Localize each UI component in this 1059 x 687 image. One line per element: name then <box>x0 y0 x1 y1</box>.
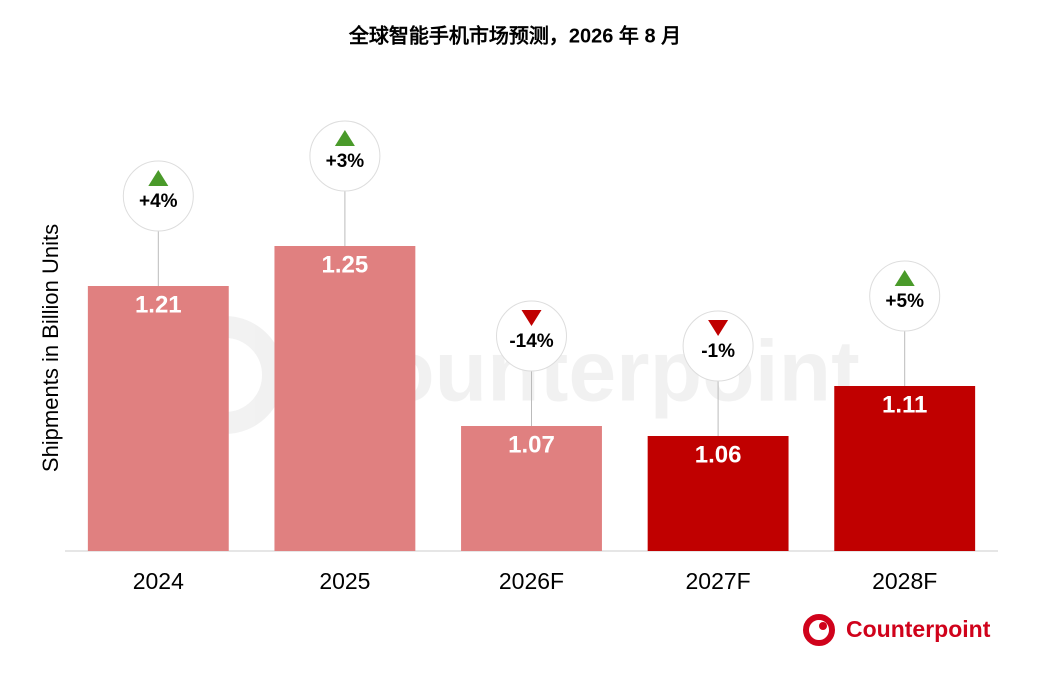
growth-label: -14% <box>509 331 553 352</box>
growth-bubble <box>309 120 381 192</box>
logo-text: Counterpoint <box>846 616 991 642</box>
x-tick-label: 2024 <box>133 568 184 594</box>
growth-label: +4% <box>139 191 178 212</box>
x-tick-label: 2027F <box>685 568 750 594</box>
data-label: 1.25 <box>322 251 369 278</box>
arrow-down <box>708 320 729 336</box>
growth-bubble <box>869 260 941 332</box>
growth-bubble <box>682 310 754 382</box>
logo-dot <box>819 622 827 630</box>
data-label: 1.06 <box>695 441 742 468</box>
growth-label: +5% <box>885 291 924 312</box>
bar <box>647 436 789 551</box>
data-label: 1.11 <box>882 391 927 418</box>
x-tick-label: 2028F <box>872 568 937 594</box>
logo-icon <box>803 614 835 646</box>
data-label: 1.07 <box>508 431 555 458</box>
growth-bubble <box>496 300 567 372</box>
arrow-up <box>148 170 169 186</box>
arrow-up <box>334 130 355 146</box>
arrow-down <box>521 310 542 326</box>
x-tick-label: 2026F <box>499 568 564 594</box>
bar <box>87 286 229 551</box>
bar <box>274 246 416 551</box>
growth-bubble <box>122 160 194 232</box>
data-label: 1.21 <box>135 291 182 318</box>
bar <box>834 386 976 551</box>
chart-title: 全球智能手机市场预测，2026 年 8 月 <box>348 23 681 47</box>
growth-label: -1% <box>701 341 735 362</box>
y-axis-label: Shipments in Billion Units <box>38 224 63 472</box>
bar <box>461 426 602 551</box>
logo: Counterpoint <box>803 614 991 646</box>
x-tick-label: 2025 <box>319 568 370 594</box>
growth-label: +3% <box>326 151 365 172</box>
arrow-up <box>894 270 915 286</box>
